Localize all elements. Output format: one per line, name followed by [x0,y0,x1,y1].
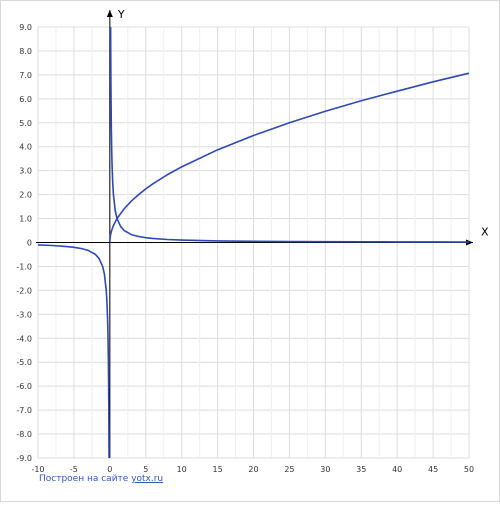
credit-text: Построен на сайте [39,474,132,484]
x-tick-label: 30 [320,465,330,474]
y-axis-arrow [106,10,113,17]
y-tick-label: 1.0 [19,215,32,224]
x-axis-arrow [466,239,473,246]
tick-labels: -10 -5 0 5 10 15 20 25 30 35 40 45 50 9.0 8.0 7.0 6.0 5.0… [16,23,474,474]
x-tick-label: 50 [464,465,474,474]
y-tick-label: 2.0 [19,191,32,200]
y-tick-label: 9.0 [19,23,32,32]
x-tick-label: 15 [212,465,222,474]
y-tick-label: 3.0 [19,167,32,176]
x-tick-label: 0 [107,465,112,474]
x-tick-label: -10 [31,465,44,474]
y-tick-label: -5.0 [16,358,32,367]
y-tick-label: -1.0 [16,262,32,271]
y-axis-label: Y [117,8,125,21]
y-tick-label: 6.0 [19,95,32,104]
curves [37,26,470,459]
y-tick-label: 4.0 [19,143,32,152]
x-tick-label: 10 [177,465,187,474]
site-link[interactable]: yotx.ru [131,474,164,484]
curve-2 [37,244,110,459]
y-tick-label: 8.0 [19,47,32,56]
x-tick-label: 5 [143,465,148,474]
x-axis-label: X [481,226,489,239]
y-tick-label: -2.0 [16,286,32,295]
y-tick-label: -8.0 [16,430,32,439]
x-tick-label: 25 [284,465,294,474]
x-tick-label: 20 [248,465,258,474]
x-tick-label: 40 [392,465,402,474]
x-tick-label: 35 [356,465,366,474]
y-tick-label: -4.0 [16,334,32,343]
curve-1 [109,72,470,243]
curve-3 [109,26,470,243]
y-tick-label: -3.0 [16,310,32,319]
y-tick-label: 0 [27,239,32,248]
x-tick-label: 45 [428,465,438,474]
y-tick-label: 5.0 [19,119,32,128]
y-tick-label: -7.0 [16,406,32,415]
y-tick-label: -9.0 [16,454,32,463]
y-tick-label: -6.0 [16,382,32,391]
x-tick-label: -5 [70,465,78,474]
site-credit: Построен на сайте yotx.ru [39,474,163,484]
y-tick-label: 7.0 [19,71,32,80]
